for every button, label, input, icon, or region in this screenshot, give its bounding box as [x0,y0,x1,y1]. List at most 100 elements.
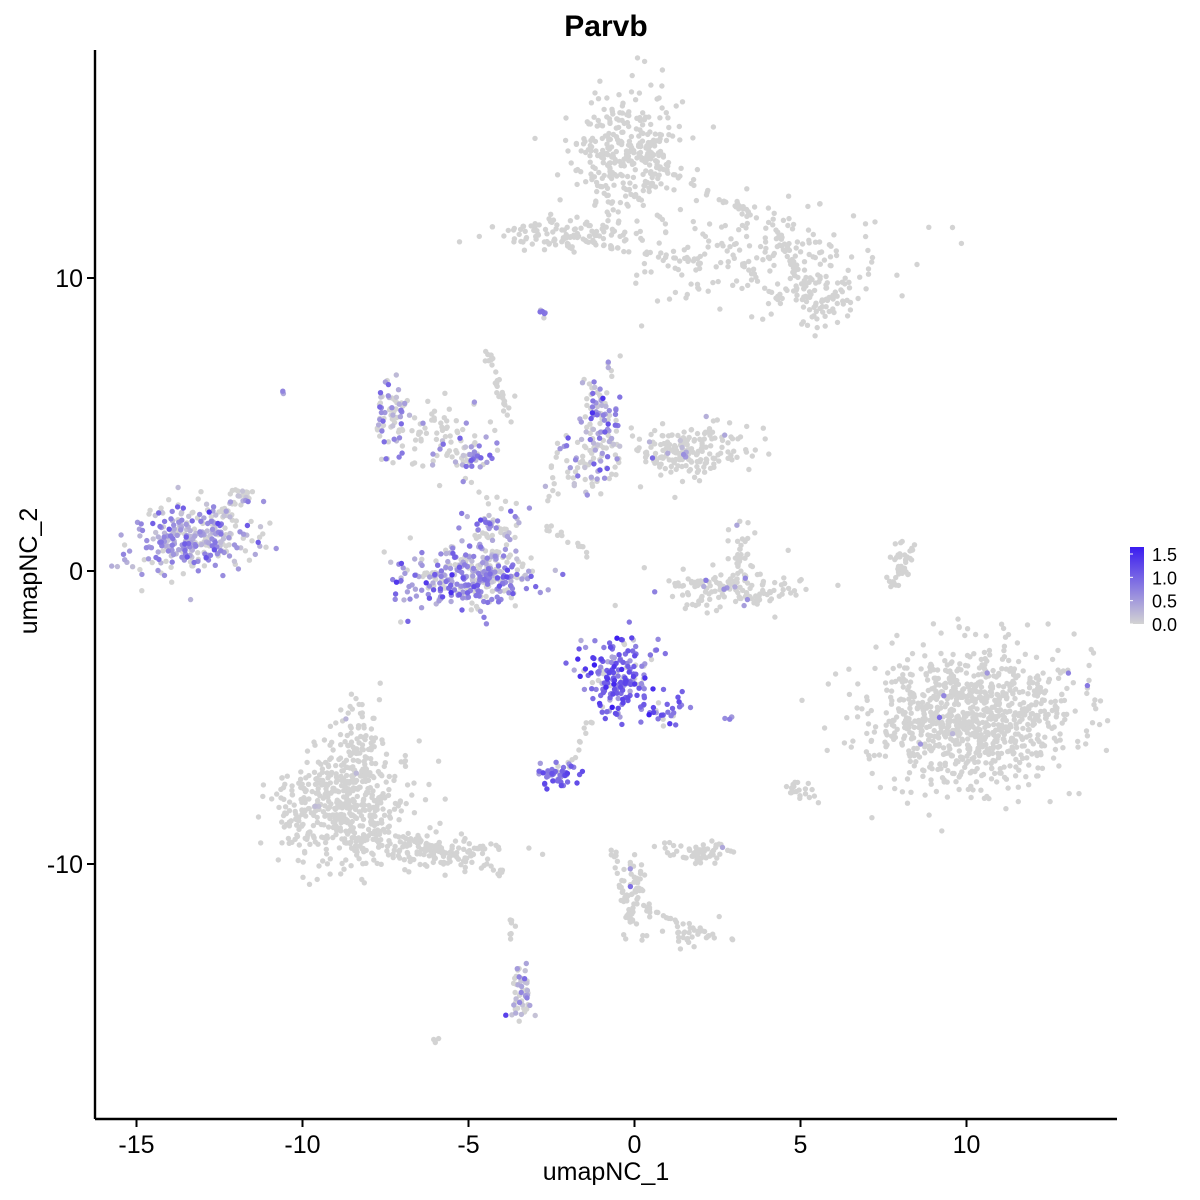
data-point [320,858,326,864]
data-point [640,202,646,209]
data-point [607,136,613,143]
data-point [424,833,430,839]
data-point [735,562,741,568]
data-point [670,172,677,178]
data-point [577,673,583,679]
data-point [602,429,608,435]
data-point [386,773,392,780]
data-point [892,785,898,792]
data-point [351,798,357,805]
data-point [559,227,565,233]
data-point [356,784,363,790]
data-point [788,590,794,596]
data-point [512,534,518,541]
data-point [356,740,362,746]
data-point [405,618,411,624]
data-point [833,252,840,259]
data-point [589,483,596,489]
data-point [865,271,872,277]
data-point [1030,741,1037,747]
data-point [922,744,928,750]
data-point [848,744,854,750]
data-point [565,474,571,480]
data-point [714,242,720,249]
data-point [734,538,741,544]
data-point [574,181,580,188]
data-point [664,701,670,707]
x-tick-label: -10 [284,1131,320,1159]
data-point [470,565,477,572]
data-point [971,673,977,679]
data-point [456,845,462,851]
data-point [356,701,362,708]
data-point [1012,731,1019,737]
data-point [361,880,367,886]
data-point [583,179,589,185]
data-point [633,921,640,927]
data-point [799,697,805,703]
data-point [315,841,321,847]
data-point [374,860,380,867]
data-point [1026,685,1033,691]
data-point [637,876,643,882]
data-point [889,640,895,646]
data-point [1083,728,1090,734]
data-point [937,721,944,727]
data-point [1084,690,1090,697]
data-point [604,141,610,147]
data-point [611,182,617,188]
data-point [680,582,687,589]
data-point [671,187,677,193]
data-point [1007,687,1013,693]
data-point [1003,696,1010,702]
data-point [919,728,925,734]
data-point [789,226,796,232]
data-point [992,697,998,703]
data-point [762,239,769,245]
data-point [765,205,772,211]
data-point [388,559,394,565]
data-point [707,596,713,602]
data-point [419,562,425,569]
data-point [626,669,632,675]
data-point [545,587,551,593]
data-point [494,518,501,524]
data-point [1039,743,1045,749]
data-point [949,731,956,737]
data-point [482,358,488,364]
data-point [357,823,363,829]
data-point [983,760,989,766]
data-point [692,579,698,585]
data-point [168,564,174,570]
data-point [494,383,500,389]
data-point [356,809,362,815]
data-point [454,428,460,434]
data-point [369,792,375,798]
data-point [393,579,400,585]
data-point [714,417,720,423]
data-point [793,297,799,303]
data-point [666,578,672,584]
data-point [432,855,438,861]
data-point [595,117,601,124]
data-point [523,585,530,592]
data-point [605,218,611,224]
data-point [866,756,872,762]
data-point [637,868,644,875]
data-point [899,538,905,545]
data-point [601,106,607,113]
data-point [542,780,548,787]
data-point [964,736,971,742]
data-point [680,451,687,458]
data-point [481,614,487,620]
data-point [841,740,848,746]
data-point [721,586,727,592]
data-point [1046,676,1053,682]
data-point [675,938,682,944]
data-point [524,987,531,994]
data-point [456,564,463,570]
data-point [609,471,615,477]
data-point [390,423,396,429]
data-point [489,537,496,543]
data-point [1038,708,1044,715]
